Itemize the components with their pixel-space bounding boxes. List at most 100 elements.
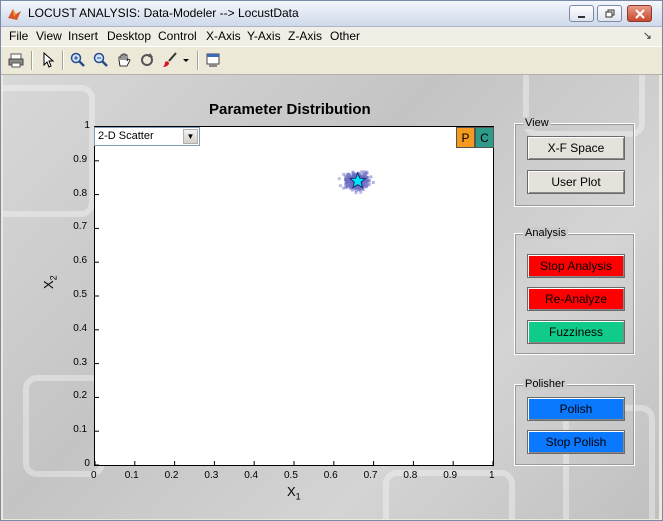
scatter-point <box>366 175 370 179</box>
stop-analysis-button[interactable]: Stop Analysis <box>527 254 625 278</box>
x-tick-label: 0.9 <box>443 470 458 481</box>
scatter-point <box>360 170 364 174</box>
y-tick-label: 0.3 <box>73 356 88 368</box>
stop-polish-button[interactable]: Stop Polish <box>527 430 625 454</box>
scatter-point <box>371 180 375 184</box>
rotate-button[interactable] <box>138 51 156 69</box>
minimize-button[interactable] <box>569 5 594 22</box>
brush-icon <box>163 52 177 67</box>
pan-button[interactable] <box>115 51 133 69</box>
x-tick-label: 0.1 <box>124 470 139 481</box>
analysis-panel: Analysis Stop Analysis Re-Analyze Fuzzin… <box>514 227 635 355</box>
y-tick-label: 1 <box>84 120 90 131</box>
scatter-point <box>350 183 354 187</box>
c-button[interactable]: C <box>475 127 494 148</box>
print-icon <box>8 53 24 68</box>
xf-space-button[interactable]: X-F Space <box>527 136 625 160</box>
y-axis-label: X2 <box>41 275 59 289</box>
scatter-point <box>355 186 359 190</box>
scatter-point <box>344 176 348 180</box>
scatter-point <box>349 180 353 184</box>
scatter-point <box>348 184 352 188</box>
close-button[interactable] <box>627 5 652 22</box>
dock-button[interactable] <box>204 51 222 69</box>
scatter-point <box>367 182 371 186</box>
analysis-panel-title: Analysis <box>523 227 568 239</box>
pointer-icon <box>43 52 55 68</box>
pointer-button[interactable] <box>39 51 57 69</box>
print-button[interactable] <box>7 51 25 69</box>
plot-axes[interactable] <box>94 126 494 466</box>
scatter-point <box>357 186 361 190</box>
maximize-button[interactable] <box>597 5 622 22</box>
x-tick-label: 1 <box>489 470 495 481</box>
menu-dock-arrow-icon[interactable]: ↘ <box>642 30 652 42</box>
menu-bar: File View Insert Desktop Control X-Axis … <box>1 27 662 46</box>
scatter-point <box>353 174 357 178</box>
plot-type-select[interactable]: 2-D Scatter ▼ <box>94 127 200 146</box>
x-tick-label: 0.6 <box>323 470 338 481</box>
close-icon <box>634 8 645 19</box>
toolbar <box>1 46 662 75</box>
scatter-point <box>363 185 367 189</box>
view-panel: View X-F Space User Plot <box>514 117 635 207</box>
title-bar[interactable]: LOCUST ANALYSIS: Data-Modeler --> Locust… <box>1 1 662 27</box>
scatter-point <box>354 191 358 195</box>
menu-view[interactable]: View <box>36 29 62 43</box>
menu-x-axis[interactable]: X-Axis <box>206 29 241 43</box>
x-tick-label: 0.7 <box>363 470 378 481</box>
menu-control[interactable]: Control <box>158 29 197 43</box>
y-tick-label: 0.1 <box>73 424 88 436</box>
zoom-out-button[interactable] <box>92 51 110 69</box>
plot-title: Parameter Distribution <box>209 101 371 118</box>
scatter-point <box>342 172 346 176</box>
menu-insert[interactable]: Insert <box>68 29 99 43</box>
polisher-panel: Polisher Polish Stop Polish <box>514 378 635 466</box>
star-marker <box>348 171 367 189</box>
figure-area: Parameter Distribution X1 X2 2-D Scatter… <box>3 75 659 519</box>
menu-y-axis[interactable]: Y-Axis <box>247 29 281 43</box>
scatter-point <box>362 170 366 174</box>
menu-z-axis[interactable]: Z-Axis <box>288 29 322 43</box>
restore-icon <box>605 9 614 17</box>
y-tick-label: 0.2 <box>73 390 88 402</box>
y-tick-label: 0.9 <box>73 153 88 165</box>
brush-dropdown[interactable] <box>181 51 191 69</box>
zoom-in-button[interactable] <box>69 51 87 69</box>
minimize-icon <box>577 15 585 18</box>
scatter-point <box>343 174 347 178</box>
scatter-point <box>346 174 350 178</box>
scatter-point <box>361 188 365 192</box>
menu-desktop[interactable]: Desktop <box>107 29 152 43</box>
menu-other[interactable]: Other <box>330 29 361 43</box>
scatter-point <box>354 189 358 193</box>
fuzziness-button[interactable]: Fuzziness <box>527 320 625 344</box>
brush-button[interactable] <box>161 51 179 69</box>
polish-button[interactable]: Polish <box>527 397 625 421</box>
p-button[interactable]: P <box>456 127 475 148</box>
scatter-point <box>341 186 345 190</box>
scatter-point <box>363 178 367 182</box>
x-tick-label: 0.3 <box>204 470 219 481</box>
re-analyze-button[interactable]: Re-Analyze <box>527 287 625 311</box>
zoom-out-icon <box>93 52 108 67</box>
y-tick-label: 0 <box>84 458 90 469</box>
y-tick-label: 0.6 <box>73 255 88 267</box>
chevron-down-icon[interactable]: ▼ <box>183 129 198 144</box>
zoom-in-icon <box>70 52 85 67</box>
user-plot-button[interactable]: User Plot <box>527 170 625 194</box>
matlab-logo-icon <box>8 9 21 20</box>
scatter-point <box>364 175 368 179</box>
scatter-point <box>365 179 369 183</box>
x-tick-label: 0.8 <box>403 470 418 481</box>
menu-file[interactable]: File <box>9 29 29 43</box>
scatter-point <box>351 171 355 175</box>
x-tick-label: 0 <box>91 470 97 481</box>
scatter-point <box>337 177 341 181</box>
scatter-point <box>362 183 366 187</box>
scatter-point <box>359 190 363 194</box>
scatter-point <box>344 181 348 185</box>
x-tick-label: 0.2 <box>164 470 179 481</box>
scatter-point <box>338 184 342 188</box>
